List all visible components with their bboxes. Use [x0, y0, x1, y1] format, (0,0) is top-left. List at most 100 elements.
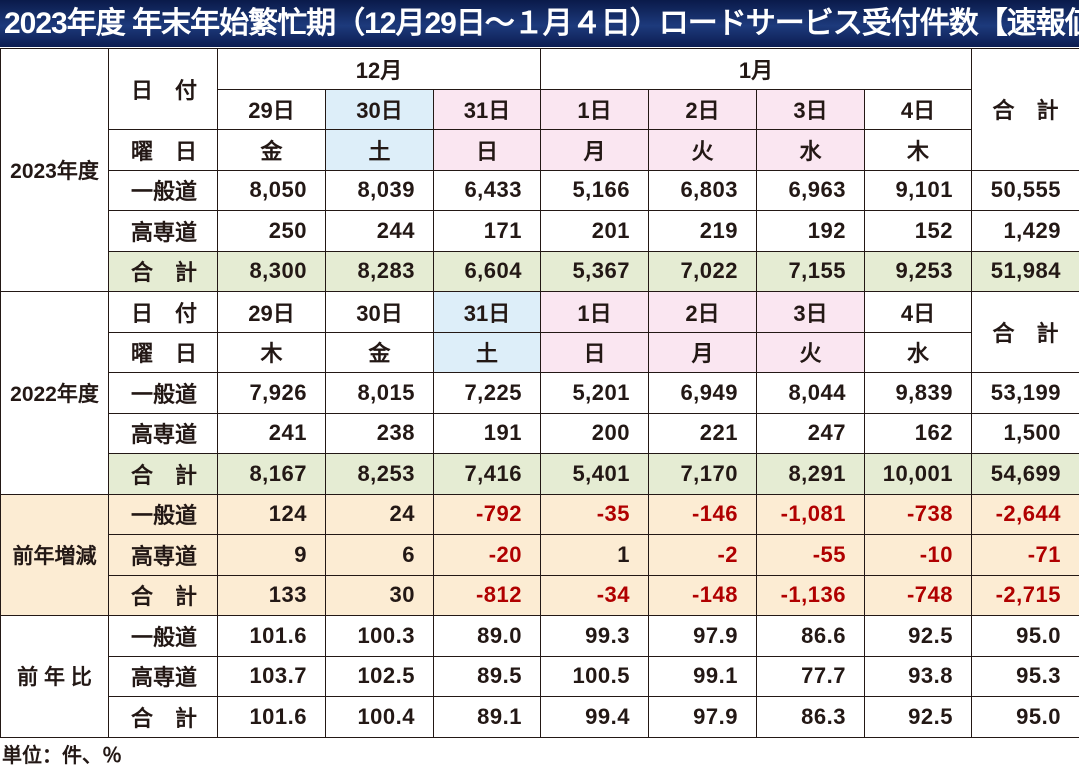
value-cell: 6,604	[433, 250, 541, 292]
value-cell: -34	[540, 574, 649, 616]
weekday-cell: 金	[217, 129, 326, 171]
sum-cell: -2,715	[971, 574, 1079, 616]
value-cell: 7,155	[756, 250, 865, 292]
weekday-cell: 土	[325, 129, 434, 171]
row-label-general: 一般道	[108, 169, 218, 211]
value-cell: 101.6	[217, 696, 326, 738]
value-cell: 7,416	[433, 453, 541, 495]
value-cell: -10	[864, 534, 972, 576]
table-row: 高専道 241 238 191 200 221 247 162 1,500	[1, 412, 1079, 454]
sum-header: 合 計	[971, 48, 1079, 171]
date-cell: 3日	[756, 88, 865, 130]
value-cell: 8,283	[325, 250, 434, 292]
table-row: 合 計 133 30 -812 -34 -148 -1,136 -748 -2,715	[1, 574, 1079, 616]
value-cell: 5,401	[540, 453, 649, 495]
row-label-total: 合 計	[108, 574, 218, 616]
value-cell: 9,839	[864, 372, 972, 414]
value-cell: 152	[864, 210, 972, 252]
date-cell: 30日	[325, 291, 434, 333]
value-cell: 6,803	[648, 169, 757, 211]
weekday-label: 曜 日	[108, 129, 218, 171]
date-cell: 1日	[540, 88, 649, 130]
value-cell: -748	[864, 574, 972, 616]
value-cell: 7,926	[217, 372, 326, 414]
value-cell: 7,022	[648, 250, 757, 292]
date-label: 日 付	[108, 291, 218, 333]
sum-cell: 54,699	[971, 453, 1079, 495]
row-label-total: 合 計	[108, 453, 218, 495]
row-label-expressway: 高専道	[108, 210, 218, 252]
weekday-cell: 水	[864, 331, 972, 373]
value-cell: 8,044	[756, 372, 865, 414]
ratio-label: 前 年 比	[0, 615, 109, 738]
value-cell: -148	[648, 574, 757, 616]
value-cell: 8,291	[756, 453, 865, 495]
value-cell: 10,001	[864, 453, 972, 495]
date-cell: 29日	[217, 291, 326, 333]
date-cell: 1日	[540, 291, 649, 333]
value-cell: 100.3	[325, 615, 434, 657]
weekday-cell: 木	[217, 331, 326, 373]
value-cell: 8,015	[325, 372, 434, 414]
weekday-cell: 金	[325, 331, 434, 373]
value-cell: 201	[540, 210, 649, 252]
date-cell: 4日	[864, 88, 972, 130]
value-cell: -146	[648, 493, 757, 535]
table-row: 曜 日木金土日月火水	[1, 331, 1079, 373]
value-cell: -55	[756, 534, 865, 576]
value-cell: 101.6	[217, 615, 326, 657]
fy2022-label: 2022年度	[0, 291, 109, 495]
table-row: 高専道 250 244 171 201 219 192 152 1,429	[1, 210, 1079, 252]
value-cell: 219	[648, 210, 757, 252]
value-cell: 7,225	[433, 372, 541, 414]
value-cell: 6,949	[648, 372, 757, 414]
value-cell: 5,166	[540, 169, 649, 211]
value-cell: 99.4	[540, 696, 649, 738]
row-label-expressway: 高専道	[108, 534, 218, 576]
table-row: 高専道 103.7 102.5 89.5 100.5 99.1 77.7 93.8 95.3	[1, 655, 1079, 697]
table-row: 合 計 8,300 8,283 6,604 5,367 7,022 7,155 9,253 51…	[1, 250, 1079, 292]
value-cell: 9	[217, 534, 326, 576]
value-cell: 6,433	[433, 169, 541, 211]
weekday-cell: 水	[756, 129, 865, 171]
sum-cell: 95.0	[971, 615, 1079, 657]
table-row: 2023年度日 付 12月 1月合 計	[0, 48, 1079, 292]
value-cell: 241	[217, 412, 326, 454]
date-cell: 2日	[648, 291, 757, 333]
value-cell: -35	[540, 493, 649, 535]
value-cell: -1,136	[756, 574, 865, 616]
date-label: 日 付	[108, 48, 218, 130]
table-row: 合 計 8,167 8,253 7,416 5,401 7,170 8,291 10,001 5…	[1, 453, 1079, 495]
weekday-cell: 月	[540, 129, 649, 171]
value-cell: -2	[648, 534, 757, 576]
weekday-cell: 木	[864, 129, 972, 171]
value-cell: 97.9	[648, 696, 757, 738]
sum-cell: 1,500	[971, 412, 1079, 454]
table-row: 一般道 7,926 8,015 7,225 5,201 6,949 8,044 9,839 53…	[1, 372, 1079, 414]
weekday-cell: 火	[756, 331, 865, 373]
sum-cell: 95.3	[971, 655, 1079, 697]
value-cell: 97.9	[648, 615, 757, 657]
value-cell: 5,367	[540, 250, 649, 292]
value-cell: 7,170	[648, 453, 757, 495]
weekday-cell: 日	[433, 129, 541, 171]
value-cell: 244	[325, 210, 434, 252]
sum-cell: -2,644	[971, 493, 1079, 535]
date-cell: 31日	[433, 291, 541, 333]
sum-cell: 1,429	[971, 210, 1079, 252]
value-cell: 124	[217, 493, 326, 535]
date-cell: 29日	[217, 88, 326, 130]
value-cell: 9,101	[864, 169, 972, 211]
row-label-total: 合 計	[108, 696, 218, 738]
value-cell: -20	[433, 534, 541, 576]
value-cell: 99.3	[540, 615, 649, 657]
date-cell: 3日	[756, 291, 865, 333]
table-row: 前 年 比一般道 101.6 100.3 89.0 99.3 97.9 86.6 92.5 95…	[0, 615, 1079, 738]
value-cell: 250	[217, 210, 326, 252]
sum-cell: -71	[971, 534, 1079, 576]
table-row: 曜 日金土日月火水木	[1, 129, 1079, 171]
value-cell: 93.8	[864, 655, 972, 697]
weekday-label: 曜 日	[108, 331, 218, 373]
diff-label: 前年増減	[0, 493, 109, 616]
value-cell: 171	[433, 210, 541, 252]
